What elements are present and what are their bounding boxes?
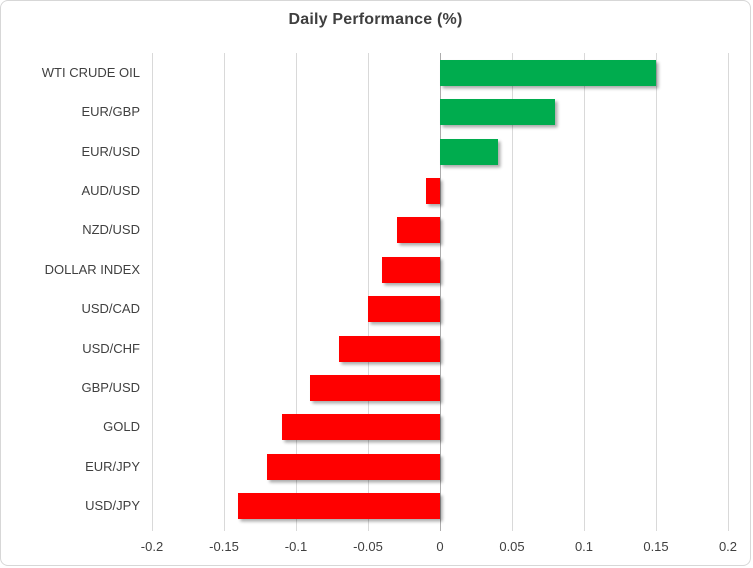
gridline bbox=[367, 53, 369, 526]
gridline bbox=[727, 53, 729, 526]
x-tick-label: -0.2 bbox=[140, 539, 164, 554]
axis-tick-mark bbox=[223, 526, 225, 531]
axis-tick-mark bbox=[439, 526, 441, 531]
chart-title: Daily Performance (%) bbox=[288, 11, 463, 28]
category-label: GBP/USD bbox=[81, 380, 140, 396]
axis-tick-mark bbox=[367, 526, 369, 531]
axis-tick-mark bbox=[727, 526, 729, 531]
category-label: NZD/USD bbox=[82, 222, 140, 238]
plot-area bbox=[151, 53, 729, 526]
axis-tick-mark bbox=[583, 526, 585, 531]
bar bbox=[440, 99, 556, 126]
axis-tick-mark bbox=[655, 526, 657, 531]
x-tick-label: -0.15 bbox=[209, 539, 239, 554]
x-tick-label: 0.1 bbox=[574, 539, 594, 554]
zero-axis-line bbox=[439, 53, 441, 526]
axis-tick-mark bbox=[295, 526, 297, 531]
x-tick-label: 0.2 bbox=[718, 539, 738, 554]
category-label: AUD/USD bbox=[81, 182, 140, 198]
category-label: DOLLAR INDEX bbox=[44, 261, 140, 277]
bar bbox=[339, 335, 440, 362]
bar bbox=[382, 256, 440, 283]
category-label: WTI CRUDE OIL bbox=[41, 64, 140, 80]
category-label: GOLD bbox=[103, 419, 140, 435]
category-label: USD/CAD bbox=[81, 301, 140, 317]
category-label: EUR/GBP bbox=[81, 104, 140, 120]
gridline bbox=[655, 53, 657, 526]
x-tick-label: 0 bbox=[436, 539, 444, 554]
bar bbox=[281, 414, 440, 441]
gridline bbox=[295, 53, 297, 526]
x-tick-label: 0.15 bbox=[643, 539, 669, 554]
bar bbox=[267, 453, 440, 480]
bar bbox=[425, 177, 440, 204]
category-label: USD/CHF bbox=[82, 340, 140, 356]
bar bbox=[440, 59, 656, 86]
x-tick-label: 0.05 bbox=[499, 539, 525, 554]
bar bbox=[440, 138, 498, 165]
axis-tick-mark bbox=[511, 526, 513, 531]
x-tick-label: -0.05 bbox=[353, 539, 383, 554]
category-label: EUR/JPY bbox=[85, 458, 140, 474]
category-label: EUR/USD bbox=[81, 143, 140, 159]
gridline bbox=[511, 53, 513, 526]
gridline bbox=[223, 53, 225, 526]
category-label: USD/JPY bbox=[85, 498, 140, 514]
gridline bbox=[151, 53, 153, 526]
axis-tick-mark bbox=[151, 526, 153, 531]
bar bbox=[238, 493, 440, 520]
gridline bbox=[583, 53, 585, 526]
x-tick-label: -0.1 bbox=[284, 539, 308, 554]
bar bbox=[368, 296, 440, 323]
bar bbox=[396, 217, 440, 244]
bar bbox=[310, 375, 440, 402]
